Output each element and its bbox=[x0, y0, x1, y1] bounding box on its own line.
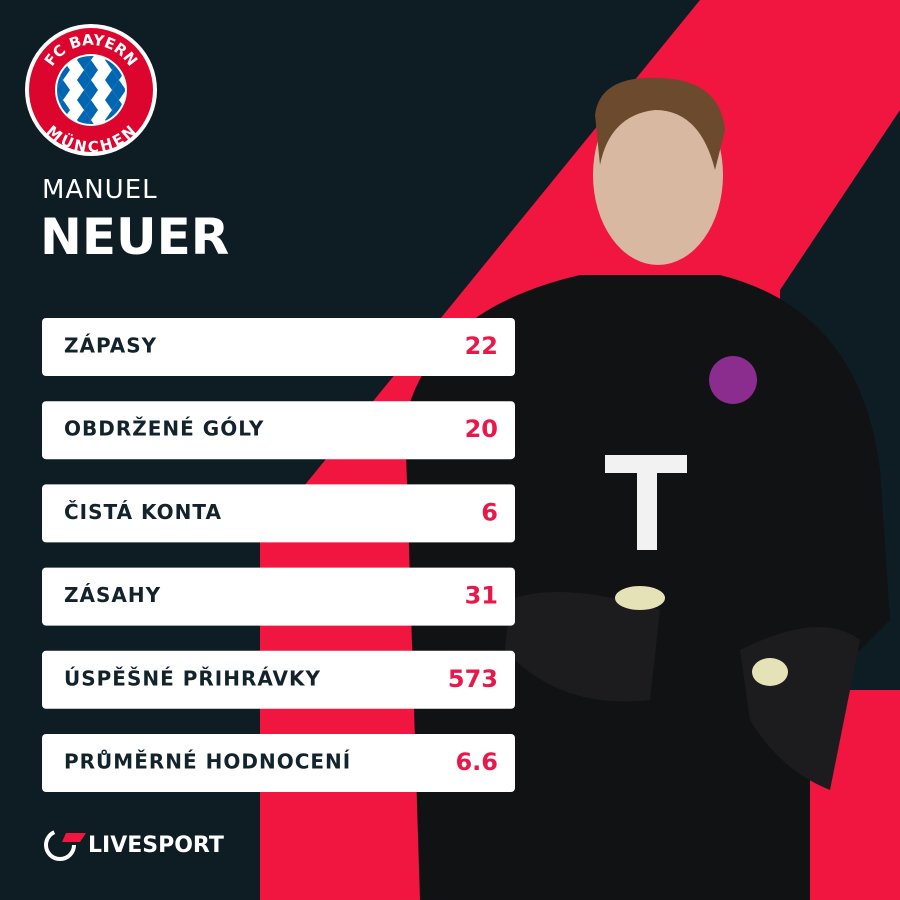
stat-row bbox=[42, 401, 515, 460]
stats-list: ZÁPASY 22 OBDRŽENÉ GÓLY 20 ČISTÁ KONTA 6 ZÁSAH… bbox=[42, 318, 515, 792]
stat-label: ZÁPASY bbox=[64, 334, 157, 358]
first-name: MANUEL bbox=[42, 175, 158, 205]
stat-value: 20 bbox=[465, 415, 498, 443]
stat-row bbox=[42, 567, 515, 626]
last-name: NEUER bbox=[40, 208, 229, 266]
stat-label: ÚSPĚŠNÉ PŘIHRÁVKY bbox=[64, 666, 321, 690]
stat-row bbox=[42, 734, 515, 792]
stat-row bbox=[42, 650, 515, 709]
stat-value: 6.6 bbox=[455, 748, 498, 776]
stat-value: 22 bbox=[465, 332, 498, 360]
stat-label: OBDRŽENÉ GÓLY bbox=[64, 417, 264, 441]
diamond bbox=[77, 110, 91, 124]
stat-label: ČISTÁ KONTA bbox=[64, 500, 222, 524]
stat-value: 6 bbox=[481, 498, 498, 526]
stat-row bbox=[42, 484, 515, 543]
brand: LIVESPORT bbox=[88, 833, 224, 858]
player-silhouette bbox=[405, 77, 890, 900]
club-logo: FC BAYERN MÜNCHEN bbox=[25, 24, 157, 156]
stat-row bbox=[42, 318, 515, 376]
stat-label: PRŮMĚRNÉ HODNOCENÍ bbox=[64, 750, 351, 774]
brand-logo: LIVESPORT bbox=[44, 829, 224, 861]
stat-value: 573 bbox=[448, 665, 498, 693]
stat-value: 31 bbox=[465, 582, 498, 610]
stat-label: ZÁSAHY bbox=[64, 583, 161, 607]
